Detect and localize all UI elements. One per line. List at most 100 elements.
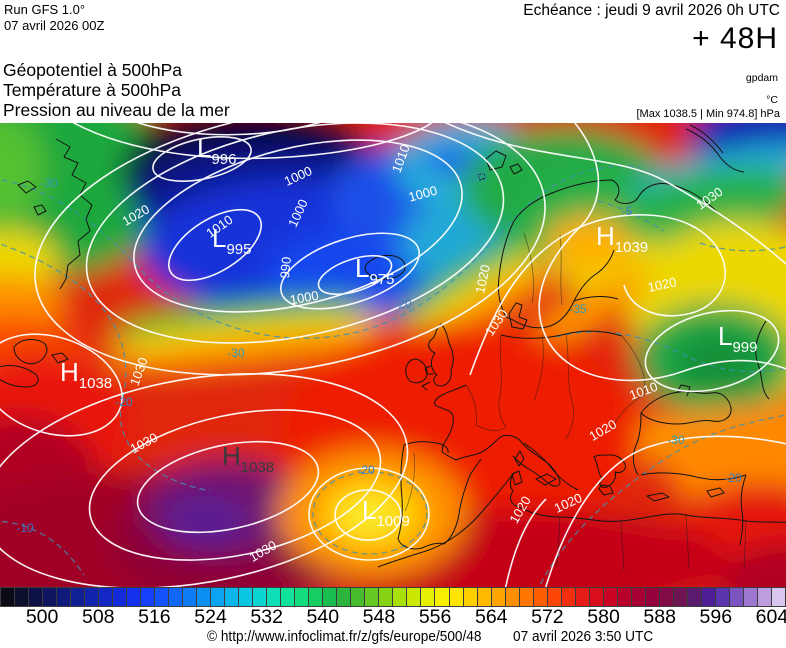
temperature-value-label: -35: [569, 302, 587, 316]
header: Run GFS 1.0° 07 avril 2026 00Z Géopotent…: [0, 0, 786, 123]
colorbar-cell: [658, 587, 673, 607]
colorbar-cell: [70, 587, 85, 607]
colorbar-tick-label: 548: [362, 606, 396, 628]
colorbar-cell: [630, 587, 645, 607]
colorbar-cell: [140, 587, 155, 607]
pressure-center-l996: L996: [197, 133, 237, 168]
generation-time: 07 avril 2026 3:50 UTC: [513, 629, 654, 645]
temperature-value-label: -30: [469, 170, 487, 184]
colorbar-cell: [224, 587, 239, 607]
isobar-contours: [0, 123, 786, 587]
colorbar-cell: [280, 587, 295, 607]
colorbar-cell: [574, 587, 589, 607]
pressure-center-l999: L999: [718, 321, 758, 356]
unit-celsius-label: °C: [766, 94, 778, 106]
colorbar-tick-label: 556: [418, 606, 452, 628]
colorbar-cell: [308, 587, 323, 607]
isobar-value-label: 1020: [646, 274, 677, 295]
copyright-url: © http://www.infoclimat.fr/z/gfs/europe/…: [207, 629, 482, 645]
colorbar-cell: [490, 587, 505, 607]
isobar-value-label: 1000: [289, 288, 320, 308]
colorbar-tick-label: 540: [306, 606, 340, 628]
colorbar-tick-label: 524: [194, 606, 227, 628]
colorbar-cell: [518, 587, 533, 607]
country-borders: [404, 232, 747, 572]
colorbar-cell: [28, 587, 43, 607]
temperature-value-label: -20: [394, 297, 412, 311]
colorbar-tick-label: 532: [250, 606, 283, 628]
temperature-value-label: -30: [40, 176, 58, 190]
colorbar-cell: [420, 587, 435, 607]
colorbar-cell: [378, 587, 393, 607]
colorbar-cell: [350, 587, 365, 607]
valid-time-label: Echéance : jeudi 9 avril 2026 0h UTC: [523, 2, 780, 19]
pressure-center-h1038: H1038: [222, 441, 274, 476]
isobar-value-label: 990: [277, 256, 294, 279]
colorbar-cell: [294, 587, 309, 607]
colorbar-cell: [168, 587, 183, 607]
colorbar-cell: [672, 587, 687, 607]
colorbar-cell: [112, 587, 127, 607]
colorbar-tick-label: 588: [643, 606, 676, 628]
colorbar-cell: [364, 587, 379, 607]
forecast-step-label: + 48H: [692, 22, 778, 55]
isobar-value-label: 1000: [407, 183, 439, 205]
coastlines: [0, 124, 786, 568]
colorbar-tick-label: 516: [138, 606, 171, 628]
temperature-value-label: -5: [622, 204, 633, 218]
isobar-value-label: 1020: [472, 263, 493, 294]
colorbar-cell: [504, 587, 519, 607]
colorbar-cell: [476, 587, 491, 607]
temperature-label-layer: -30 -30 -20 -10 -20 -30 -20 -35 -30 -20 -5: [16, 170, 742, 535]
temperature-value-label: -20: [357, 463, 375, 477]
page-title-geopotential: Géopotentiel à 500hPa: [3, 60, 183, 80]
colorbar-cells: [0, 587, 786, 607]
temperature-value-label: -30: [227, 346, 245, 360]
colorbar-cell: [252, 587, 267, 607]
page-title-temperature: Température à 500hPa: [3, 80, 182, 100]
footer: © http://www.infoclimat.fr/z/gfs/europe/…: [0, 628, 786, 648]
colorbar-cell: [434, 587, 449, 607]
temperature-value-label: -10: [16, 521, 34, 535]
colorbar-cell: [728, 587, 743, 607]
colorbar-tick-label: 500: [25, 606, 59, 628]
colorbar-cell: [644, 587, 659, 607]
colorbar-cell: [238, 587, 253, 607]
weather-map: 1020 1010 1000 1000 990 1000 1010 1000 1020 1030 1…: [0, 123, 786, 587]
colorbar-cell: [770, 587, 786, 607]
colorbar-cell: [616, 587, 631, 607]
colorbar-cell: [546, 587, 561, 607]
temperature-value-label: -20: [115, 395, 133, 409]
temperature-value-label: -30: [667, 433, 685, 447]
colorbar-cell: [406, 587, 421, 607]
colorbar-cell: [700, 587, 715, 607]
colorbar-cell: [14, 587, 29, 607]
pressure-minmax-label: [Max 1038.5 | Min 974.8] hPa: [636, 108, 781, 120]
colorbar-cell: [756, 587, 771, 607]
colorbar-tick-label: 564: [474, 606, 508, 628]
colorbar-cell: [714, 587, 729, 607]
colorbar-cell: [56, 587, 71, 607]
colorbar-cell: [560, 587, 575, 607]
pressure-center-h1039: H1039: [596, 221, 648, 256]
unit-gpdam-label: gpdam: [745, 72, 778, 84]
colorbar-cell: [462, 587, 477, 607]
colorbar-cell: [0, 587, 15, 607]
pressure-center-layer: L996 L995 L975 H1039 L999 H1038 H1038 L1009: [60, 133, 758, 530]
colorbar-cell: [182, 587, 197, 607]
colorbar-cell: [154, 587, 169, 607]
colorbar-tick-label: 508: [81, 606, 115, 628]
colorbar-cell: [126, 587, 141, 607]
colorbar-tick-label: 596: [699, 606, 733, 628]
colorbar-cell: [448, 587, 463, 607]
colorbar-tick-label: 580: [587, 606, 620, 628]
pressure-center-h1038: H1038: [60, 357, 112, 392]
pressure-center-l995: L995: [212, 223, 252, 258]
colorbar-cell: [686, 587, 701, 607]
colorbar-labels: 500 508 516 524 532 540 548 556 564 572 580 588 596 6…: [0, 605, 786, 628]
pressure-center-l975: L975: [355, 253, 395, 288]
colorbar-tick-label: 604: [755, 606, 786, 628]
colorbar-cell: [42, 587, 57, 607]
colorbar-tick-label: 572: [531, 606, 564, 628]
